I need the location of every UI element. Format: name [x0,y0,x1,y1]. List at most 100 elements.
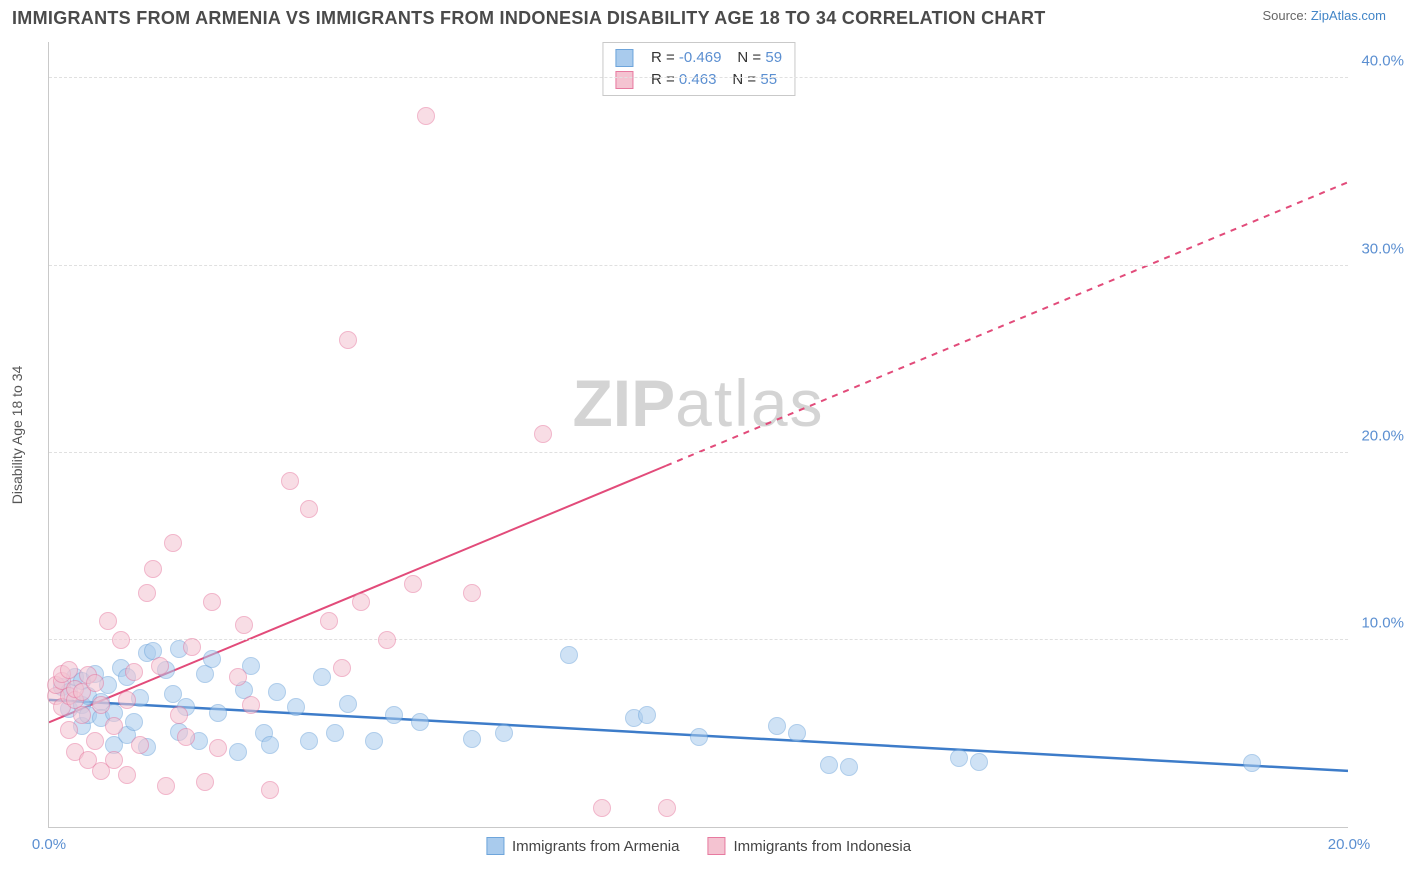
data-point [92,696,110,714]
data-point [411,713,429,731]
data-point [144,560,162,578]
data-point [300,732,318,750]
data-point [99,612,117,630]
data-point [105,751,123,769]
data-point [352,593,370,611]
data-point [209,704,227,722]
n-value-armenia: 59 [765,49,782,66]
data-point [203,593,221,611]
data-point [157,777,175,795]
data-point [86,674,104,692]
data-point [560,646,578,664]
data-point [125,663,143,681]
stats-legend: R = -0.469 N = 59 R = 0.463 N = 55 [602,42,795,96]
data-point [690,728,708,746]
data-point [658,799,676,817]
data-point [950,749,968,767]
data-point [164,534,182,552]
data-point [495,724,513,742]
data-point [326,724,344,742]
series-legend: Immigrants from Armenia Immigrants from … [486,837,911,855]
data-point [261,781,279,799]
y-tick-label: 20.0% [1361,427,1404,444]
data-point [261,736,279,754]
stats-row-indonesia: R = 0.463 N = 55 [615,69,782,91]
data-point [840,758,858,776]
data-point [203,650,221,668]
data-point [333,659,351,677]
data-point [378,631,396,649]
stats-row-armenia: R = -0.469 N = 59 [615,47,782,69]
legend-label-armenia: Immigrants from Armenia [512,838,680,855]
data-point [196,773,214,791]
data-point [229,668,247,686]
swatch-armenia [615,49,633,67]
data-point [209,739,227,757]
data-point [593,799,611,817]
data-point [118,766,136,784]
correlation-chart: Disability Age 18 to 34 ZIPatlas R = -0.… [48,42,1348,828]
data-point [281,472,299,490]
data-point [105,717,123,735]
y-tick-label: 30.0% [1361,240,1404,257]
data-point [820,756,838,774]
watermark: ZIPatlas [572,365,824,441]
data-point [177,728,195,746]
r-label: R = [651,71,675,88]
data-point [463,730,481,748]
data-point [534,425,552,443]
n-label: N = [737,49,761,66]
data-point [118,691,136,709]
legend-label-indonesia: Immigrants from Indonesia [733,838,911,855]
n-label: N = [732,71,756,88]
r-label: R = [651,49,675,66]
data-point [339,695,357,713]
y-axis-label: Disability Age 18 to 34 [9,365,25,504]
data-point [313,668,331,686]
data-point [235,616,253,634]
n-value-indonesia: 55 [760,71,777,88]
data-point [417,107,435,125]
data-point [112,631,130,649]
data-point [60,721,78,739]
data-point [170,706,188,724]
swatch-indonesia [707,837,725,855]
data-point [131,736,149,754]
data-point [339,331,357,349]
data-point [287,698,305,716]
x-tick-label: 20.0% [1328,836,1371,853]
source-link[interactable]: ZipAtlas.com [1311,8,1386,23]
x-tick-label: 0.0% [32,836,66,853]
data-point [404,575,422,593]
data-point [151,657,169,675]
r-value-armenia: -0.469 [679,49,722,66]
r-value-indonesia: 0.463 [679,71,717,88]
data-point [242,696,260,714]
y-tick-label: 10.0% [1361,614,1404,631]
gridline [49,77,1348,78]
legend-item-indonesia: Immigrants from Indonesia [707,837,911,855]
swatch-armenia [486,837,504,855]
data-point [385,706,403,724]
data-point [300,500,318,518]
data-point [788,724,806,742]
data-point [86,732,104,750]
data-point [638,706,656,724]
data-point [320,612,338,630]
gridline [49,639,1348,640]
data-point [268,683,286,701]
data-point [229,743,247,761]
data-point [73,706,91,724]
gridline [49,265,1348,266]
data-point [463,584,481,602]
y-tick-label: 40.0% [1361,53,1404,70]
source-prefix: Source: [1262,8,1310,23]
gridline [49,452,1348,453]
data-point [138,584,156,602]
data-point [1243,754,1261,772]
data-point [60,661,78,679]
data-point [183,638,201,656]
swatch-indonesia [615,71,633,89]
data-point [768,717,786,735]
data-point [365,732,383,750]
